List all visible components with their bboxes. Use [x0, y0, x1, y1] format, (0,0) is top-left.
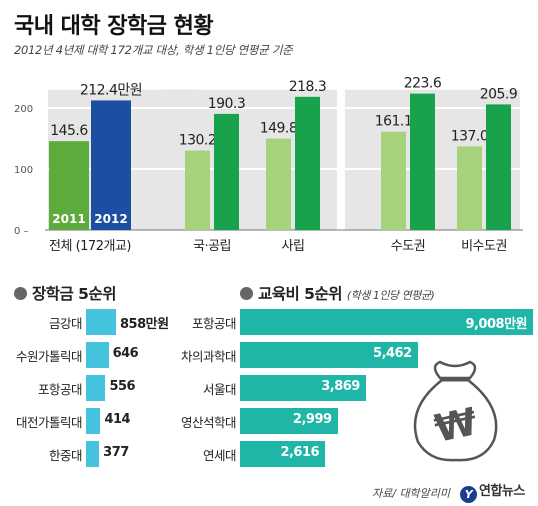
- scholar-bar: [86, 309, 116, 335]
- category-label: 전체 (172개교): [49, 239, 131, 254]
- y-tick-label: 200: [14, 104, 33, 115]
- legend-label-2012: 2012: [94, 212, 127, 226]
- bar-2012-2: [295, 96, 320, 230]
- scholar-row: 한중대 377: [0, 441, 200, 467]
- edu-school-label: 연세대: [202, 448, 237, 463]
- scholar-row: 대전가톨릭대 414: [0, 408, 200, 434]
- scholar-school-label: 포항공대: [37, 382, 83, 397]
- bar-2012-3: [410, 93, 435, 230]
- bar-value-label: 161.1: [375, 114, 413, 130]
- yonhap-logo-text: 연합뉴스: [479, 484, 525, 499]
- category-label: 비수도권: [461, 239, 507, 254]
- source-note: 자료/ 대학알리미: [372, 487, 451, 500]
- scholar-school-label: 한중대: [48, 448, 83, 463]
- scholar-value-label: 414: [104, 412, 131, 427]
- edu-bar: 5,462: [240, 342, 418, 368]
- page-subtitle: 2012년 4년제 대학 172개교 대상, 학생 1인당 연평균 기준: [14, 43, 293, 57]
- y-tick-label: 0 –: [14, 226, 29, 237]
- scholar-school-label: 금강대: [48, 316, 83, 331]
- edu-value-label: 5,462: [373, 346, 412, 361]
- bar-2011-0: [49, 141, 89, 230]
- bar-value-label: 223.6: [404, 76, 442, 92]
- bar-2012-0: [91, 100, 131, 230]
- edu-value-label: 9,008만원: [465, 317, 527, 332]
- bar-value-label: 218.3: [289, 79, 327, 95]
- edu-row: 서울대 3,869: [203, 375, 538, 401]
- bar-value-label: 145.6: [50, 123, 88, 139]
- scholar-value-label: 858만원: [120, 317, 169, 332]
- edu-row: 연세대 2,616: [203, 441, 538, 467]
- scholar-value-label: 646: [112, 346, 139, 361]
- scholar-row: 금강대 858만원: [0, 309, 200, 335]
- bar-2011-4: [457, 146, 482, 230]
- y-tick-label: 100: [14, 165, 33, 176]
- category-label: 수도권: [391, 239, 425, 254]
- scholar-row: 수원가톨릭대 646: [0, 342, 200, 368]
- scholar-row: 포항공대 556: [0, 375, 200, 401]
- bullet-dot-icon: [14, 287, 27, 300]
- bar-value-label: 130.2: [179, 133, 217, 149]
- bar-value-label: 212.4만원: [80, 82, 142, 98]
- edu-title-note: (학생 1인당 연평균): [346, 289, 435, 302]
- scholar-value-label: 377: [103, 445, 129, 460]
- bar-2011-1: [185, 150, 210, 230]
- scholar-section-title: 장학금 5순위: [14, 282, 116, 304]
- edu-section-title: 교육비 5순위 (학생 1인당 연평균): [240, 282, 435, 304]
- edu-row: 포항공대 9,008만원: [192, 309, 538, 335]
- edu-row: 영산석학대 2,999: [181, 408, 538, 434]
- scholar-title-text: 장학금 5순위: [32, 285, 116, 303]
- edu-bar: 9,008만원: [240, 309, 533, 335]
- yonhap-logo: Y 연합뉴스: [460, 480, 525, 503]
- edu-school-label: 영산석학대: [180, 415, 237, 430]
- scholar-bar: [86, 342, 109, 368]
- edu-school-label: 차의과학대: [180, 349, 237, 364]
- bar-value-label: 149.8: [260, 121, 298, 137]
- bar-value-label: 190.3: [208, 96, 246, 112]
- category-label: 국·공립: [193, 239, 231, 254]
- bar-value-label: 137.0: [451, 128, 489, 144]
- bar-2011-3: [381, 131, 406, 230]
- edu-value-label: 3,869: [321, 379, 360, 394]
- yonhap-logo-icon: Y: [460, 486, 477, 503]
- top-bar-chart: 0 – 100 200 145.6 2011 212.4만원 2012 전체 (172개교) 1…: [14, 76, 523, 254]
- page-title: 국내 대학 장학금 현황: [14, 14, 214, 39]
- scholar-school-label: 대전가톨릭대: [15, 415, 83, 430]
- bar-2012-1: [214, 113, 239, 230]
- edu-school-label: 서울대: [202, 382, 237, 397]
- edu-bar: 2,999: [240, 408, 338, 434]
- won-symbol-text: ₩: [431, 399, 481, 451]
- bar-value-label: 205.9: [480, 86, 518, 102]
- edu-row: 차의과학대 5,462: [181, 342, 538, 368]
- bar-2012-4: [486, 104, 511, 230]
- edu-school-label: 포항공대: [191, 316, 237, 331]
- edu-value-label: 2,616: [280, 445, 320, 460]
- edu-bar: 3,869: [240, 375, 366, 401]
- legend-label-2011: 2011: [52, 212, 85, 226]
- edu-bar: 2,616: [240, 441, 326, 467]
- edu-value-label: 2,999: [292, 412, 332, 427]
- scholar-bar: [86, 408, 101, 434]
- scholar-bar: [86, 375, 106, 401]
- category-label: 사립: [282, 239, 305, 254]
- scholar-bar: [86, 441, 100, 467]
- edu-title-text: 교육비 5순위: [258, 285, 342, 303]
- scholar-value-label: 556: [109, 379, 136, 394]
- bar-2011-2: [266, 138, 291, 230]
- bullet-dot-icon: [240, 287, 253, 300]
- scholar-school-label: 수원가톨릭대: [15, 349, 83, 364]
- money-bag-icon: ₩: [413, 360, 498, 462]
